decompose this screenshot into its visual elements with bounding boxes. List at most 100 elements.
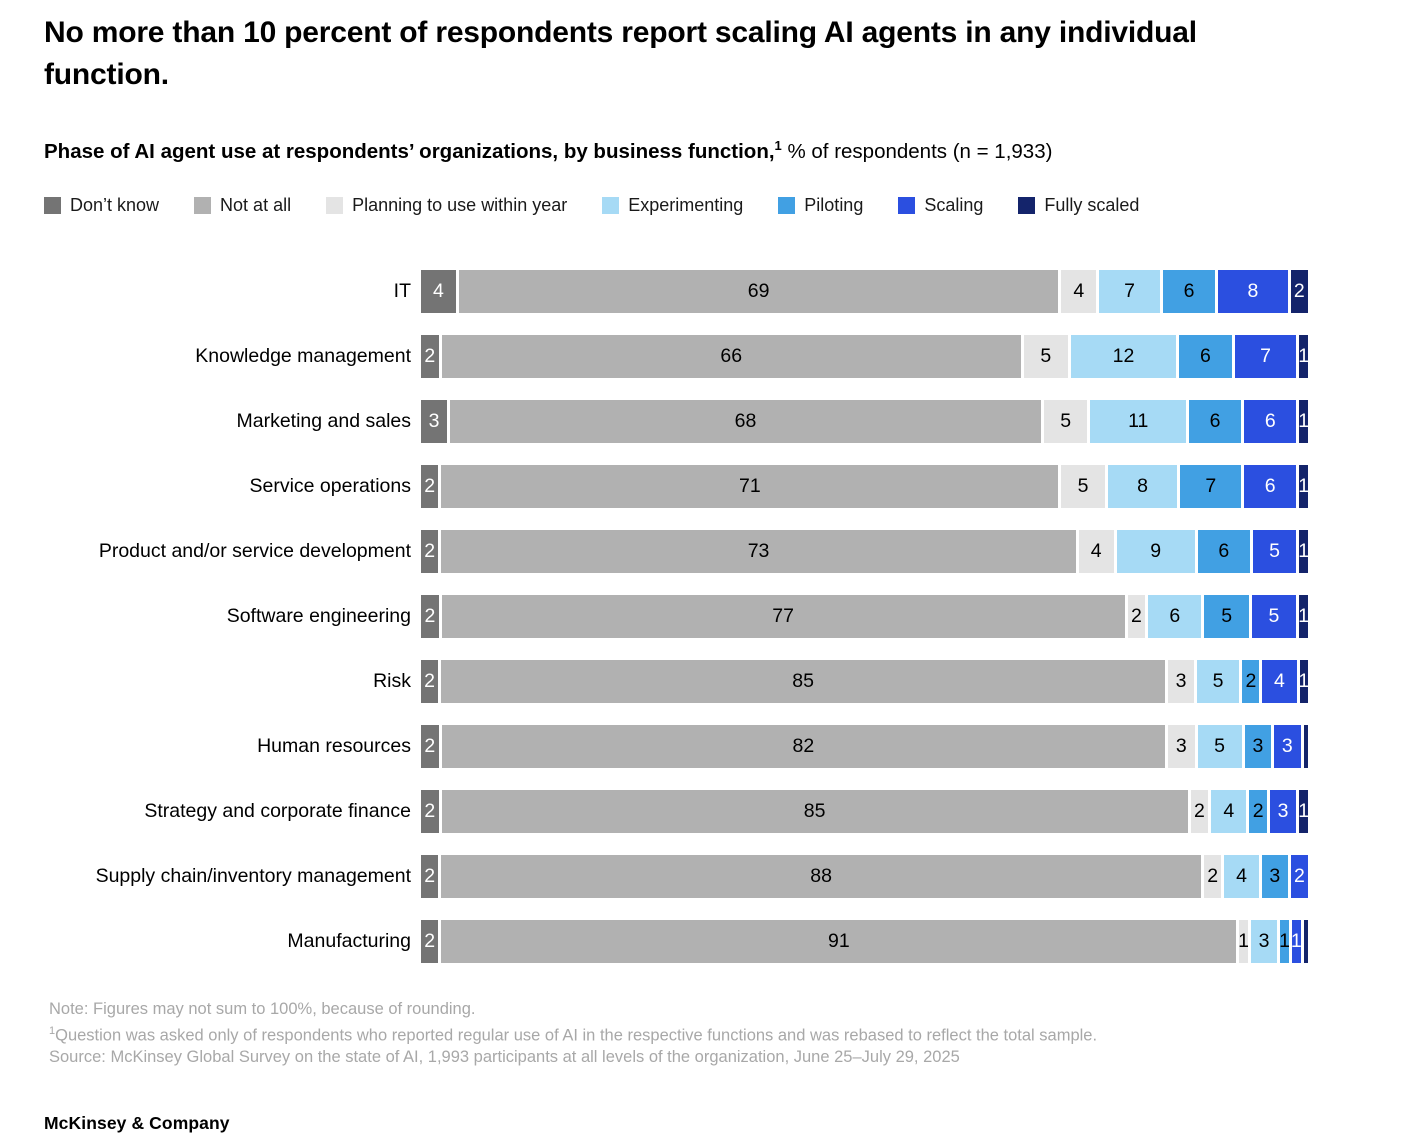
bar-segment: 2 xyxy=(421,789,439,833)
bar-segment: 6 xyxy=(1162,269,1216,313)
segment-value: 2 xyxy=(1293,864,1305,887)
segment-value: 4 xyxy=(432,279,444,302)
bar-segment: 1 xyxy=(1298,464,1310,508)
segment-value: 8 xyxy=(1247,279,1259,302)
segment-value: 6 xyxy=(1169,604,1181,627)
segment-value: 7 xyxy=(1260,344,1271,367)
segment-value: 2 xyxy=(1252,799,1264,822)
bar-segment: 2 xyxy=(421,659,439,703)
stacked-bar: 4 69 4 7 6 8 2 xyxy=(421,269,1308,313)
bar-segment: 4 xyxy=(1224,854,1259,898)
subtitle-rest: % of respondents (n = 1,933) xyxy=(781,139,1053,163)
bar-segment: 3 xyxy=(1269,789,1297,833)
segment-value: 9 xyxy=(1150,539,1162,562)
bar-segment: 4 xyxy=(1262,659,1297,703)
segment-value: 4 xyxy=(1236,864,1247,887)
segment-value: 3 xyxy=(1277,799,1289,822)
stacked-bar: 2 82 3 5 3 3 xyxy=(421,724,1308,768)
segment-value: 77 xyxy=(772,604,794,627)
segment-value: 2 xyxy=(424,344,436,367)
stacked-bar: 2 77 2 6 5 5 1 xyxy=(421,594,1309,638)
bar-segment: 2 xyxy=(1249,789,1267,833)
note-rounding: Note: Figures may not sum to 100%, becau… xyxy=(49,999,476,1018)
bar-segment: 7 xyxy=(1180,464,1242,508)
legend-item: Piloting xyxy=(778,195,863,216)
bar-segment: 3 xyxy=(1261,854,1288,898)
segment-value: 91 xyxy=(828,929,850,952)
bar-segment: 2 xyxy=(421,594,439,638)
row-label: IT xyxy=(393,279,411,302)
legend-item: Not at all xyxy=(194,195,291,216)
bar-segment: 2 xyxy=(421,334,439,378)
segment-value: 1 xyxy=(1298,474,1310,497)
chart-title: No more than 10 percent of respondents r… xyxy=(44,16,1197,91)
row-label: Service operations xyxy=(249,474,411,497)
segment-value: 6 xyxy=(1209,409,1221,432)
segment-value: 2 xyxy=(424,864,436,887)
bar-segment: 9 xyxy=(1116,529,1195,573)
bar-segment: 88 xyxy=(441,854,1202,898)
segment-value: 6 xyxy=(1200,344,1211,367)
segment-value: 5 xyxy=(1269,539,1281,562)
segment-value: 3 xyxy=(1175,734,1187,757)
segment-value: 3 xyxy=(1252,734,1264,757)
segment-value: 2 xyxy=(424,474,436,497)
chart-row: Human resources 2 82 3 5 3 3 xyxy=(44,724,1358,768)
bar-segment xyxy=(1303,919,1308,963)
footnote-1: 1Question was asked only of respondents … xyxy=(49,1024,1098,1045)
segment-value: 5 xyxy=(1040,344,1052,367)
stacked-bar: 2 91 1 3 1 1 xyxy=(421,919,1308,963)
bar-segment: 3 xyxy=(1250,919,1278,963)
row-label: Risk xyxy=(373,669,411,692)
row-label: Product and/or service development xyxy=(98,539,411,562)
legend-label: Piloting xyxy=(804,194,864,215)
segment-value: 5 xyxy=(1214,734,1226,757)
subtitle-bold: Phase of AI agent use at respondents’ or… xyxy=(44,139,775,163)
segment-value: 4 xyxy=(1090,539,1102,562)
bar-segment: 4 xyxy=(1211,789,1247,833)
bar-segment: 2 xyxy=(421,529,439,573)
legend-item: Experimenting xyxy=(602,195,743,216)
segment-value: 85 xyxy=(792,669,814,692)
legend-item: Scaling xyxy=(898,195,983,216)
bar-segment: 8 xyxy=(1107,464,1178,508)
bar-segment: 5 xyxy=(1023,334,1068,378)
segment-value: 4 xyxy=(1223,799,1235,822)
notes-block: Note: Figures may not sum to 100%, becau… xyxy=(44,998,1358,1069)
bar-segment: 6 xyxy=(1148,594,1202,638)
segment-value: 2 xyxy=(1194,799,1205,822)
bar-segment: 2 xyxy=(421,919,439,963)
segment-value: 66 xyxy=(720,344,743,367)
bar-segment: 5 xyxy=(1196,659,1240,703)
legend-label: Experimenting xyxy=(628,194,744,215)
bar-segment: 5 xyxy=(1252,529,1297,573)
bar-segment: 5 xyxy=(1061,464,1105,508)
chart-row: Product and/or service development 2 73 4 9 6… xyxy=(44,529,1358,573)
bar-segment: 6 xyxy=(1244,399,1297,443)
bar-segment: 1 xyxy=(1291,919,1302,963)
row-label: Strategy and corporate finance xyxy=(144,799,411,822)
bar-segment: 1 xyxy=(1298,594,1309,638)
row-label: Human resources xyxy=(257,734,411,757)
bar-segment: 6 xyxy=(1197,529,1250,573)
segment-value: 4 xyxy=(1073,279,1085,302)
bar-segment: 3 xyxy=(1244,724,1272,768)
chart-row: Manufacturing 2 91 1 3 1 1 xyxy=(44,919,1358,963)
segment-value: 6 xyxy=(1264,409,1276,432)
segment-value: 2 xyxy=(424,799,436,822)
mckinsey-brand: McKinsey & Company xyxy=(44,1113,230,1134)
bar-segment: 4 xyxy=(1078,529,1114,573)
bar-segment: 5 xyxy=(1251,594,1297,638)
row-label: Knowledge management xyxy=(195,344,411,367)
segment-value: 4 xyxy=(1274,669,1285,692)
segment-value: 82 xyxy=(792,734,815,757)
segment-value: 11 xyxy=(1128,409,1149,432)
stacked-bar: 2 88 2 4 3 2 xyxy=(421,854,1308,898)
bar-segment: 6 xyxy=(1179,334,1232,378)
bar-segment: 3 xyxy=(1168,659,1194,703)
bar-segment: 6 xyxy=(1244,464,1297,508)
bar-segment: 5 xyxy=(1204,594,1249,638)
legend-item: Fully scaled xyxy=(1018,195,1139,216)
segment-value: 1 xyxy=(1298,539,1310,562)
